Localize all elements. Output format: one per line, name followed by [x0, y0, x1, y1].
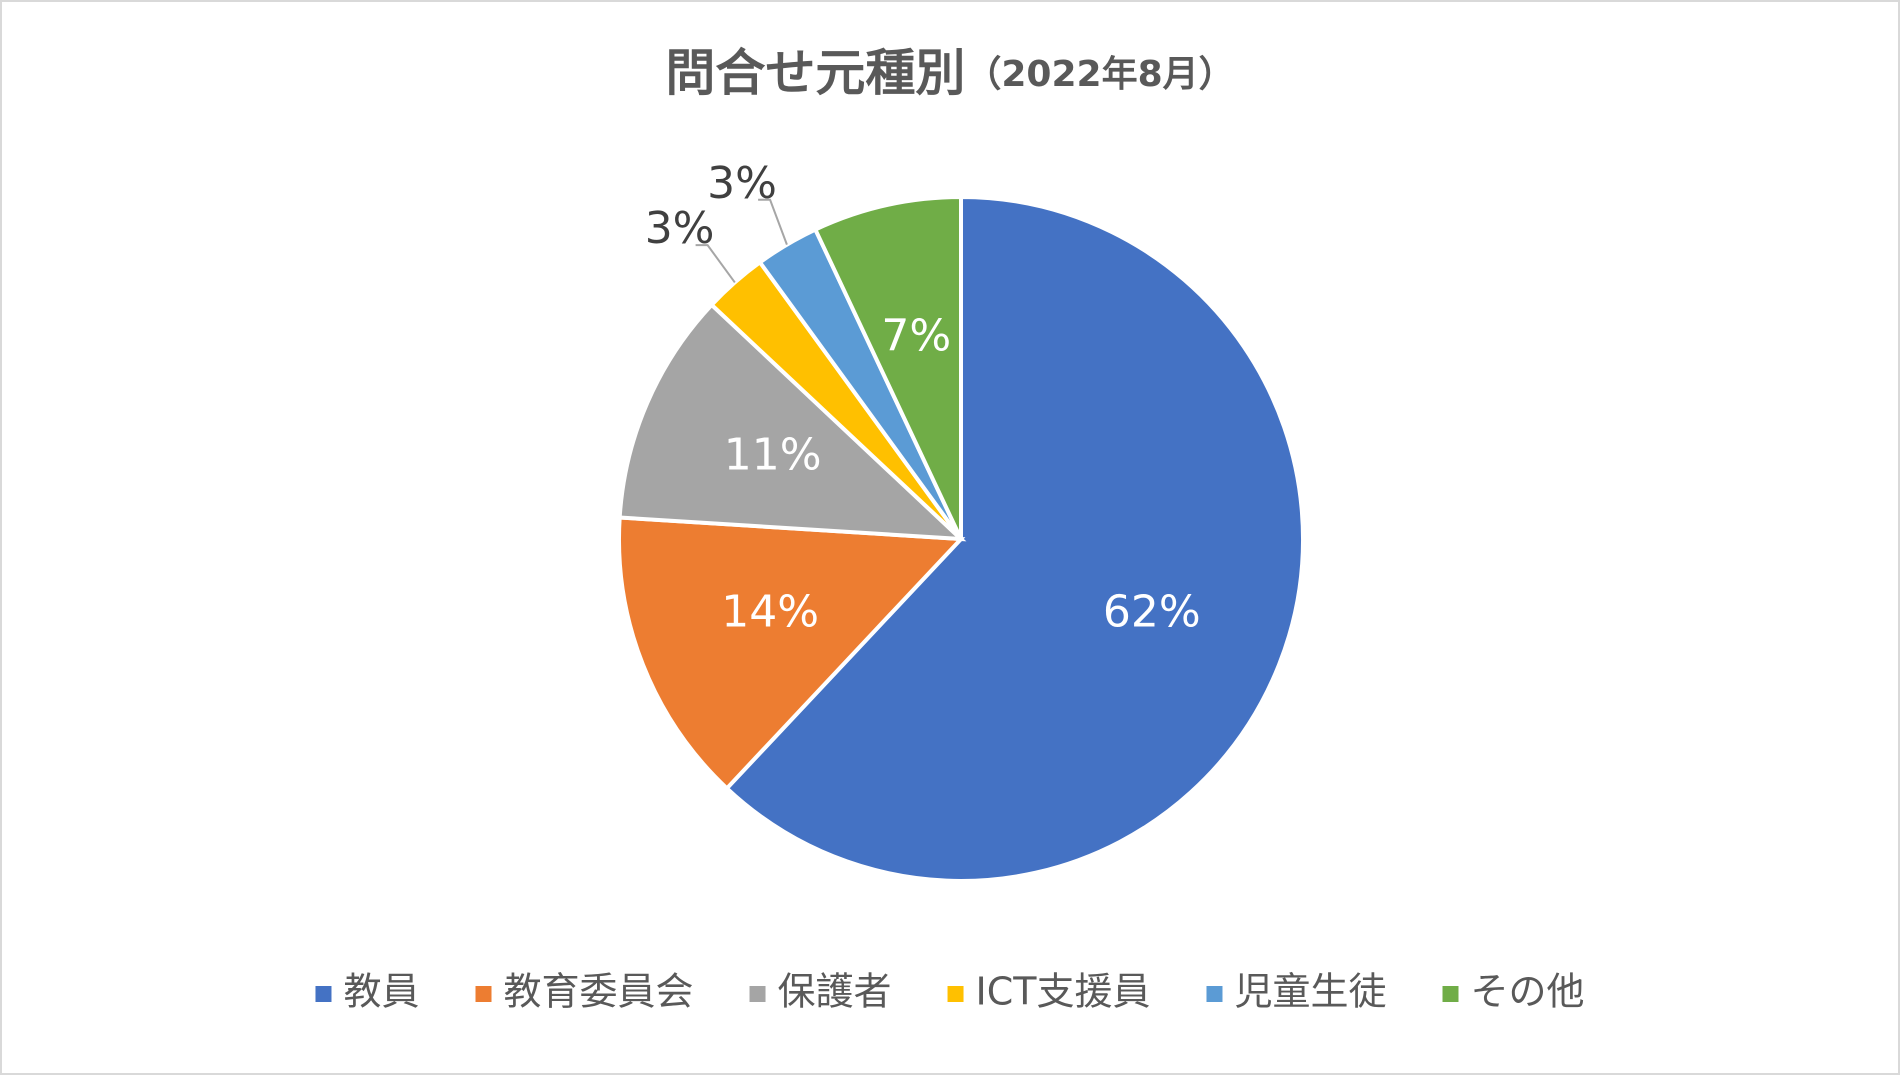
legend-label: 教員	[343, 970, 419, 1014]
legend-swatch	[315, 986, 332, 1002]
pie-slice	[617, 515, 966, 792]
data-label: 62%	[1103, 587, 1201, 638]
legend-swatch	[1442, 986, 1459, 1002]
chart-title-group: 問合せ元種別（2022年8月）	[665, 44, 1234, 102]
pie-slice	[812, 194, 963, 540]
legend-swatch	[1206, 986, 1223, 1002]
data-label: 3%	[645, 203, 715, 254]
legend-label: 教育委員会	[504, 970, 694, 1014]
data-label: 11%	[724, 430, 822, 481]
data-label: 7%	[881, 311, 951, 362]
legend-label: 児童生徒	[1234, 970, 1386, 1014]
legend-label: 保護者	[778, 970, 892, 1014]
legend-label: ICT支援員	[976, 970, 1151, 1014]
leader-line	[695, 244, 736, 284]
pie-slice	[617, 302, 967, 542]
legend: 教員 教育委員会 保護者 ICT支援員 児童生徒 その他	[315, 970, 1585, 1014]
data-label: 14%	[721, 587, 819, 638]
pie-slice	[724, 194, 1305, 883]
leader-line	[758, 198, 788, 245]
legend-swatch	[749, 986, 766, 1002]
chart-title: 問合せ元種別	[665, 44, 965, 102]
legend-label: その他	[1471, 970, 1585, 1014]
legend-swatch	[475, 986, 492, 1002]
chart-subtitle: （2022年8月）	[965, 54, 1234, 95]
data-label: 3%	[707, 158, 777, 209]
legend-swatch	[947, 986, 964, 1002]
